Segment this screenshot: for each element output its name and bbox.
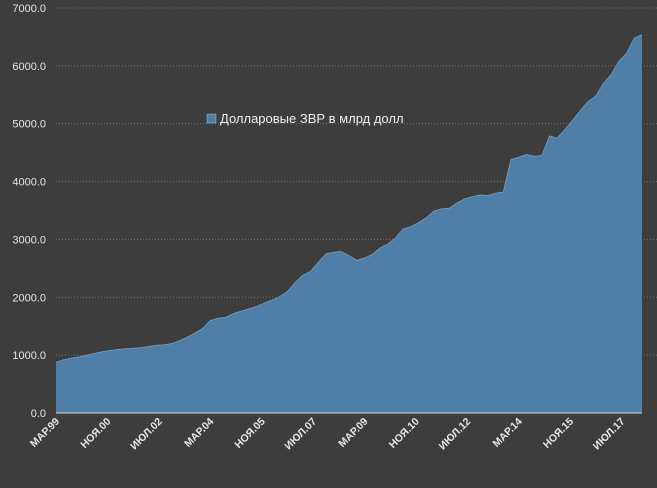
- y-tick-label: 0.0: [31, 408, 46, 420]
- legend-label: Долларовые ЗВР в млрд долл: [220, 111, 404, 126]
- y-tick-label: 3000.0: [12, 234, 46, 246]
- y-tick-label: 2000.0: [12, 292, 46, 304]
- y-tick-label: 7000.0: [12, 3, 46, 15]
- y-tick-label: 1000.0: [12, 350, 46, 362]
- y-tick-label: 6000.0: [12, 61, 46, 73]
- y-tick-label: 4000.0: [12, 177, 46, 189]
- legend: Долларовые ЗВР в млрд долл: [207, 111, 404, 126]
- legend-swatch: [207, 114, 216, 123]
- y-tick-label: 5000.0: [12, 119, 46, 131]
